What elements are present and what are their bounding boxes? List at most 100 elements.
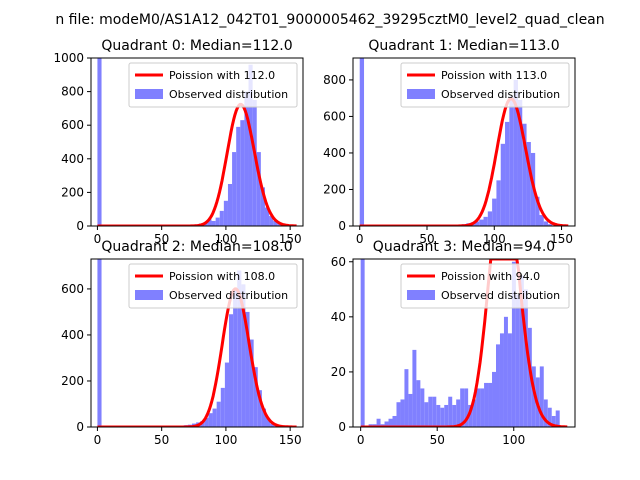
- histogram-bar: [227, 184, 233, 226]
- histogram-bar: [207, 219, 212, 226]
- legend-fit-label: Poission with 94.0: [441, 270, 540, 283]
- histogram-bar: [269, 215, 274, 226]
- y-tick-label: 0: [76, 219, 84, 233]
- histogram-bar: [223, 200, 228, 226]
- histogram-bar: [236, 126, 241, 226]
- y-tick-label: 200: [61, 374, 84, 388]
- legend: Poission with 112.0 Observed distribution: [128, 62, 298, 108]
- y-tick-label: 600: [61, 282, 84, 296]
- histogram-bar: [487, 211, 493, 226]
- histogram-bar: [264, 207, 270, 226]
- legend: Poission with 94.0 Observed distribution: [400, 263, 570, 309]
- legend-hist-label: Observed distribution: [169, 88, 288, 101]
- subplot-quadrant-3: Quadrant 3: Median=94.0 0 50 100 0 20 40 60 Pois…: [331, 239, 576, 447]
- histogram-bar: [543, 221, 549, 226]
- subplot-quadrant-2: Quadrant 2: Median=108.0 0 50 100 150 0 200 400…: [61, 239, 304, 447]
- histogram-bar: [543, 399, 548, 427]
- x-tick-label: 0: [94, 232, 102, 246]
- histogram-bar: [456, 399, 461, 427]
- histogram-bar: [224, 362, 229, 427]
- histogram-bar: [468, 404, 473, 427]
- x-tick-label: 150: [279, 433, 302, 447]
- x-tick-label: 50: [154, 433, 169, 447]
- histogram-bar: [555, 410, 560, 427]
- histogram-bar: [359, 58, 365, 226]
- histogram-bar: [495, 344, 500, 427]
- axes-frame: [90, 258, 304, 428]
- histogram-bar: [204, 417, 209, 427]
- histogram-bar: [424, 402, 429, 427]
- x-tick-label: 50: [419, 232, 434, 246]
- histogram-bar: [400, 399, 405, 427]
- histogram-bar: [488, 382, 493, 427]
- subplot-title: Quadrant 3: Median=94.0: [373, 239, 555, 255]
- legend: Poission with 113.0 Observed distribution: [400, 62, 570, 108]
- y-tick-label: 0: [76, 420, 84, 434]
- histogram-bar: [270, 423, 275, 427]
- histogram-bar: [515, 294, 520, 427]
- histogram-bar: [526, 142, 531, 226]
- histogram-bar: [277, 223, 282, 226]
- poisson-fit-line: [97, 102, 297, 226]
- histogram-bar: [392, 415, 397, 427]
- y-tick-label: 800: [61, 85, 84, 99]
- histogram-bar: [228, 314, 234, 427]
- y-tick-label: 60: [331, 255, 346, 269]
- y-tick-label: 400: [323, 146, 346, 160]
- histogram-bar: [535, 196, 540, 226]
- legend: Poission with 108.0 Observed distribution: [128, 263, 298, 309]
- subplot-quadrant-0: Quadrant 0: Median=112.0 0 50 100 150 0 200 400…: [53, 38, 304, 246]
- histogram-bar: [509, 96, 514, 226]
- histogram-bar: [219, 210, 224, 226]
- histogram-bar: [531, 366, 536, 427]
- histogram-bar: [257, 390, 262, 427]
- histogram-bar: [472, 399, 477, 427]
- histogram-bar: [360, 259, 365, 427]
- axes-frame: [352, 57, 576, 227]
- histogram-bar: [496, 180, 501, 226]
- legend-fit-label: Poission with 112.0: [169, 69, 275, 82]
- x-tick-label: 100: [214, 232, 237, 246]
- x-tick-label: 100: [502, 433, 525, 447]
- legend-hist-label: Observed distribution: [441, 88, 560, 101]
- histogram-bar: [273, 220, 278, 226]
- legend-hist-swatch: [135, 89, 163, 99]
- histogram-bar: [484, 382, 489, 427]
- histogram-bar: [428, 396, 433, 427]
- legend-hist-swatch: [407, 290, 435, 300]
- x-tick-label: 0: [357, 433, 365, 447]
- histogram-bar: [212, 408, 217, 427]
- histogram-bar: [500, 143, 506, 226]
- histogram-bar: [551, 415, 556, 427]
- histogram-bar: [233, 288, 238, 427]
- histogram-bar: [384, 421, 389, 427]
- histogram-bar: [527, 327, 532, 427]
- histogram-bar: [237, 270, 242, 427]
- histogram-bar: [404, 369, 409, 427]
- y-tick-label: 200: [323, 182, 346, 196]
- y-tick-label: 20: [331, 365, 346, 379]
- histogram-bar: [513, 79, 518, 226]
- legend-box: [128, 263, 298, 309]
- histogram-bar: [208, 413, 213, 427]
- y-tick-label: 600: [61, 118, 84, 132]
- y-tick-label: 200: [61, 185, 84, 199]
- histogram-bar: [436, 404, 441, 427]
- subplot-quadrant-1: Quadrant 1: Median=113.0 0 50 100 150 0 200 400…: [323, 38, 576, 246]
- histogram-bar: [511, 261, 516, 427]
- histogram-bar: [547, 407, 552, 427]
- histogram-bar: [416, 380, 421, 427]
- histogram-bar: [256, 152, 261, 226]
- histogram-bar: [476, 388, 481, 427]
- histogram-bar: [522, 123, 527, 226]
- histogram-bar: [444, 404, 449, 427]
- histogram-bar: [252, 100, 257, 226]
- histogram-bar: [539, 215, 544, 226]
- histogram-bar: [408, 393, 413, 427]
- histogram-bar: [505, 121, 510, 226]
- legend-hist-label: Observed distribution: [441, 289, 560, 302]
- histogram-bar: [539, 366, 544, 427]
- legend-box: [400, 263, 570, 309]
- y-tick-label: 0: [338, 219, 346, 233]
